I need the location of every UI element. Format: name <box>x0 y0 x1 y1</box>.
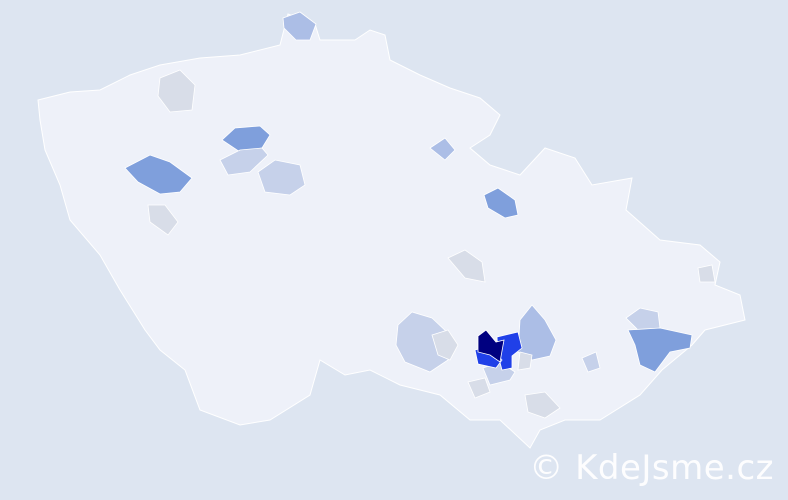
district-level-3[interactable] <box>429 137 456 161</box>
district-level-1[interactable] <box>517 351 533 371</box>
district-level-1[interactable] <box>147 204 179 236</box>
district-level-6[interactable] <box>477 329 505 363</box>
district-level-2[interactable] <box>257 159 306 196</box>
district-level-4[interactable] <box>483 187 519 219</box>
district-level-1[interactable] <box>524 391 561 419</box>
district-level-4[interactable] <box>124 154 193 195</box>
district-level-3[interactable] <box>282 11 317 41</box>
district-level-2[interactable] <box>219 147 269 176</box>
district-level-2[interactable] <box>581 351 601 373</box>
watermark: © KdeJsme.cz <box>529 448 774 488</box>
country-outline <box>37 13 746 449</box>
district-level-1[interactable] <box>697 264 716 283</box>
district-level-1[interactable] <box>467 377 491 399</box>
district-level-2[interactable] <box>395 311 451 373</box>
district-level-4[interactable] <box>627 327 693 373</box>
district-level-1[interactable] <box>157 69 196 113</box>
district-level-1[interactable] <box>431 329 459 361</box>
district-level-1[interactable] <box>447 249 486 283</box>
